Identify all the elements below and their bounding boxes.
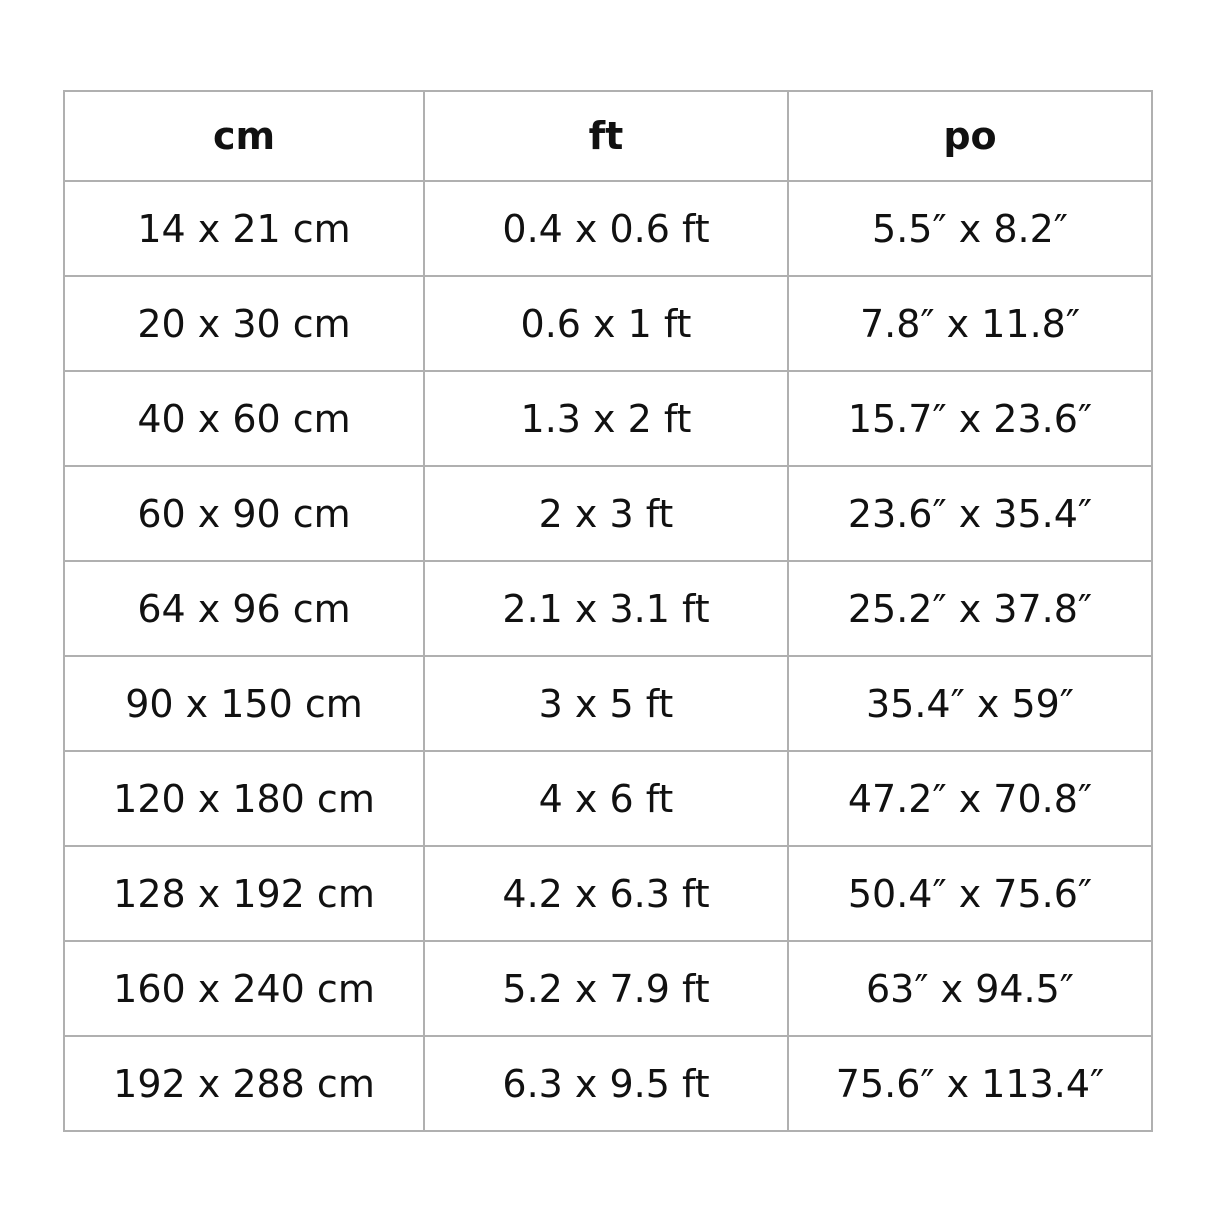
cell-ft: 0.6 x 1 ft [423, 275, 789, 372]
table-row: 14 x 21 cm 0.4 x 0.6 ft 5.5″ x 8.2″ [63, 180, 1153, 277]
cell-ft: 6.3 x 9.5 ft [423, 1035, 789, 1132]
cell-cm: 128 x 192 cm [63, 845, 425, 942]
header-ft: ft [423, 90, 789, 182]
size-conversion-table: cm ft po 14 x 21 cm 0.4 x 0.6 ft 5.5″ x 8.… [63, 90, 1153, 1132]
table-row: 120 x 180 cm 4 x 6 ft 47.2″ x 70.8″ [63, 750, 1153, 847]
cell-ft: 2.1 x 3.1 ft [423, 560, 789, 657]
cell-cm: 60 x 90 cm [63, 465, 425, 562]
cell-ft: 0.4 x 0.6 ft [423, 180, 789, 277]
table-row: 20 x 30 cm 0.6 x 1 ft 7.8″ x 11.8″ [63, 275, 1153, 372]
cell-ft: 5.2 x 7.9 ft [423, 940, 789, 1037]
cell-cm: 40 x 60 cm [63, 370, 425, 467]
cell-cm: 20 x 30 cm [63, 275, 425, 372]
table-row: 90 x 150 cm 3 x 5 ft 35.4″ x 59″ [63, 655, 1153, 752]
cell-po: 63″ x 94.5″ [787, 940, 1153, 1037]
cell-po: 25.2″ x 37.8″ [787, 560, 1153, 657]
table-row: 128 x 192 cm 4.2 x 6.3 ft 50.4″ x 75.6″ [63, 845, 1153, 942]
cell-po: 47.2″ x 70.8″ [787, 750, 1153, 847]
cell-ft: 4 x 6 ft [423, 750, 789, 847]
cell-po: 35.4″ x 59″ [787, 655, 1153, 752]
cell-po: 23.6″ x 35.4″ [787, 465, 1153, 562]
cell-cm: 64 x 96 cm [63, 560, 425, 657]
cell-cm: 14 x 21 cm [63, 180, 425, 277]
cell-ft: 4.2 x 6.3 ft [423, 845, 789, 942]
cell-ft: 2 x 3 ft [423, 465, 789, 562]
cell-cm: 160 x 240 cm [63, 940, 425, 1037]
table-row: 64 x 96 cm 2.1 x 3.1 ft 25.2″ x 37.8″ [63, 560, 1153, 657]
cell-po: 5.5″ x 8.2″ [787, 180, 1153, 277]
cell-po: 15.7″ x 23.6″ [787, 370, 1153, 467]
header-po: po [787, 90, 1153, 182]
table-row: 40 x 60 cm 1.3 x 2 ft 15.7″ x 23.6″ [63, 370, 1153, 467]
cell-po: 50.4″ x 75.6″ [787, 845, 1153, 942]
header-row: cm ft po [63, 90, 1153, 182]
cell-ft: 1.3 x 2 ft [423, 370, 789, 467]
cell-cm: 120 x 180 cm [63, 750, 425, 847]
table-row: 192 x 288 cm 6.3 x 9.5 ft 75.6″ x 113.4″ [63, 1035, 1153, 1132]
table-row: 60 x 90 cm 2 x 3 ft 23.6″ x 35.4″ [63, 465, 1153, 562]
cell-ft: 3 x 5 ft [423, 655, 789, 752]
cell-cm: 192 x 288 cm [63, 1035, 425, 1132]
cell-cm: 90 x 150 cm [63, 655, 425, 752]
cell-po: 75.6″ x 113.4″ [787, 1035, 1153, 1132]
cell-po: 7.8″ x 11.8″ [787, 275, 1153, 372]
table-row: 160 x 240 cm 5.2 x 7.9 ft 63″ x 94.5″ [63, 940, 1153, 1037]
header-cm: cm [63, 90, 425, 182]
